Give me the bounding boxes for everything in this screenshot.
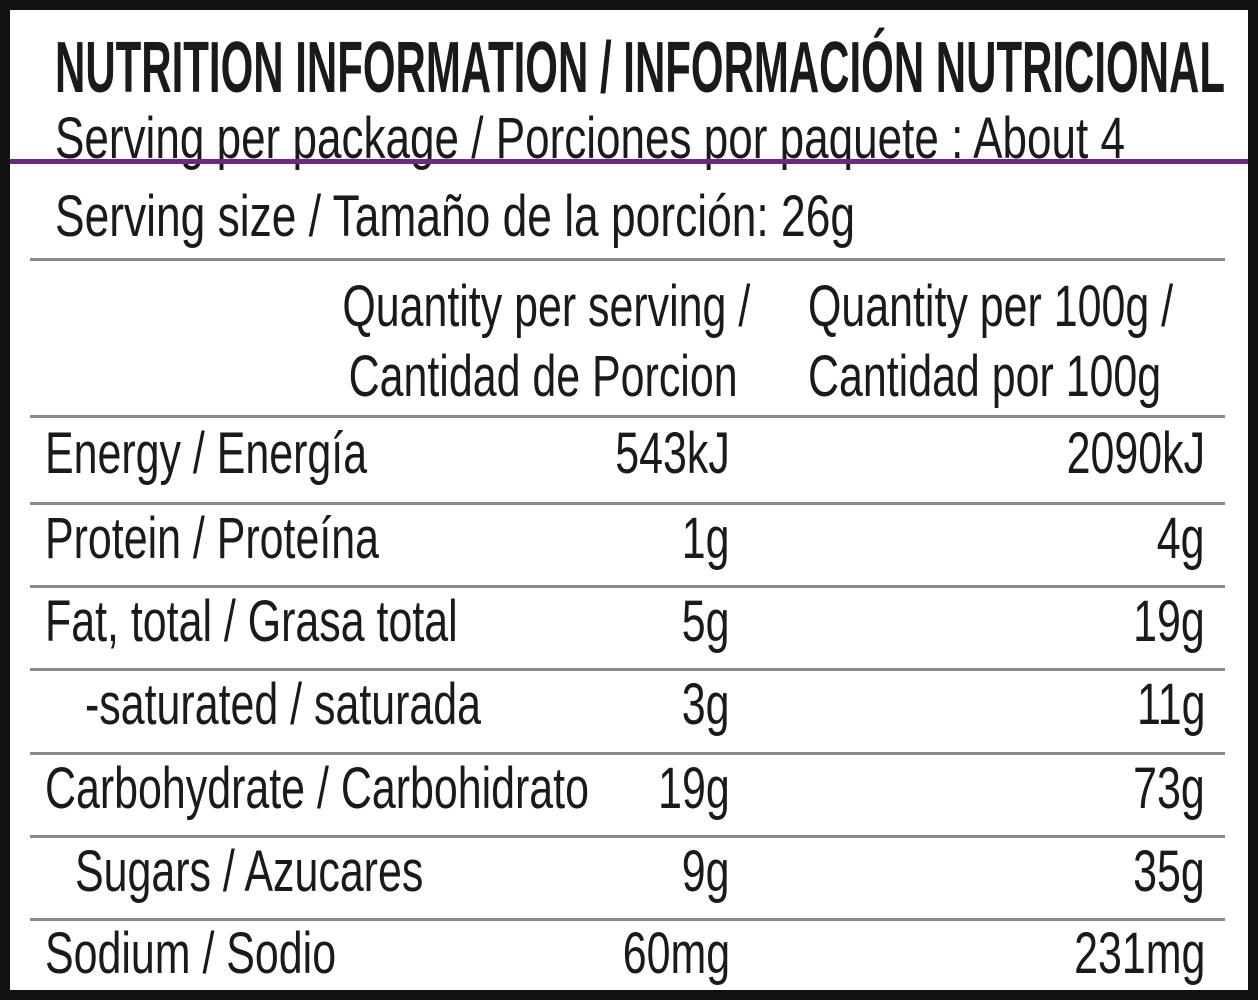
per-serving-text: 1g bbox=[682, 505, 730, 571]
per-serving: 9g bbox=[665, 838, 730, 904]
column-header: Cantidad por 100g bbox=[808, 344, 1248, 409]
per-100g: 19g bbox=[1108, 588, 1205, 654]
column-header: Cantidad de Porcion bbox=[212, 348, 738, 406]
per-100g-text: 4g bbox=[1157, 505, 1205, 571]
servings-per-package: Serving per package / Porciones por paqu… bbox=[55, 106, 1125, 171]
per-serving: 60mg bbox=[585, 925, 730, 983]
per-100g-text: 73g bbox=[1133, 755, 1205, 821]
per-100g-text: 35g bbox=[1133, 838, 1205, 904]
per-serving: 3g bbox=[665, 676, 730, 734]
divider bbox=[30, 415, 1225, 418]
nutrient-name: Sugars / Azucares bbox=[75, 838, 546, 904]
nutrient-name-text: Sodium / Sodio bbox=[45, 921, 337, 986]
per-serving-text: 3g bbox=[682, 672, 730, 737]
divider bbox=[30, 585, 1225, 588]
per-100g: 2090kJ bbox=[1018, 420, 1205, 486]
per-100g: 231mg bbox=[1028, 925, 1205, 983]
per-serving-text: 5g bbox=[682, 588, 730, 654]
column-header: Quantity per serving / bbox=[199, 278, 750, 336]
per-serving: 543kJ bbox=[575, 420, 730, 486]
per-100g-text: 11g bbox=[1136, 672, 1205, 737]
nutrient-name: -saturated / saturada bbox=[85, 676, 620, 734]
nutrient-name: Carbohydrate / Carbohidrato bbox=[45, 755, 780, 821]
nutrient-name: Fat, total / Grasa total bbox=[45, 588, 603, 654]
per-100g-text: 19g bbox=[1133, 588, 1205, 654]
nutrient-name: Protein / Proteína bbox=[45, 505, 496, 571]
nutrient-name-text: -saturated / saturada bbox=[85, 672, 482, 737]
nutrient-name: Energy / Energía bbox=[45, 420, 480, 486]
column-header-text: Cantidad por 100g bbox=[808, 344, 1162, 409]
divider bbox=[10, 159, 1248, 164]
nutrient-name-text: Carbohydrate / Carbohidrato bbox=[45, 755, 589, 821]
per-100g: 4g bbox=[1140, 505, 1205, 571]
column-header-text: Quantity per serving / bbox=[342, 274, 750, 339]
per-serving: 1g bbox=[665, 505, 730, 571]
divider bbox=[30, 258, 1225, 261]
serving-size: Serving size / Tamaño de la porción: 26g bbox=[55, 184, 855, 249]
divider bbox=[30, 835, 1225, 838]
per-100g: 11g bbox=[1113, 676, 1205, 734]
column-header: Quantity per 100g / bbox=[808, 274, 1248, 339]
per-100g: 35g bbox=[1108, 838, 1205, 904]
per-100g-text: 231mg bbox=[1073, 921, 1205, 986]
column-header-text: Cantidad de Porcion bbox=[349, 344, 738, 409]
divider bbox=[30, 918, 1225, 921]
nutrient-name-text: Energy / Energía bbox=[45, 420, 368, 486]
title: NUTRITION INFORMATION / INFORMACIÓN NUTR… bbox=[55, 28, 1225, 108]
per-serving-text: 60mg bbox=[622, 921, 730, 986]
nutrient-name-text: Sugars / Azucares bbox=[75, 838, 424, 904]
nutrient-name: Sodium / Sodio bbox=[45, 925, 438, 983]
divider bbox=[30, 668, 1225, 671]
per-serving-text: 19g bbox=[658, 755, 730, 821]
nutrient-name-text: Protein / Proteína bbox=[45, 505, 380, 571]
divider bbox=[30, 502, 1225, 505]
per-serving-text: 9g bbox=[682, 838, 730, 904]
per-serving: 5g bbox=[665, 588, 730, 654]
per-serving-text: 543kJ bbox=[615, 420, 730, 486]
per-100g: 73g bbox=[1108, 755, 1205, 821]
nutrient-name-text: Fat, total / Grasa total bbox=[45, 588, 458, 654]
per-100g-text: 2090kJ bbox=[1066, 420, 1205, 486]
divider bbox=[30, 752, 1225, 755]
per-serving: 19g bbox=[633, 755, 730, 821]
column-header-text: Quantity per 100g / bbox=[808, 274, 1174, 339]
